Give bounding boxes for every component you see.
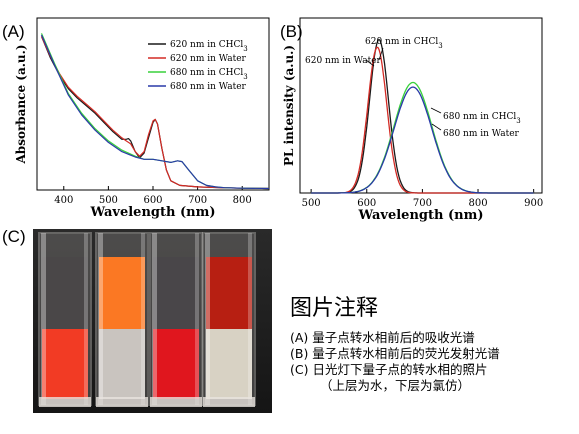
x-axis-label: Wavelength (nm) (90, 205, 216, 220)
absorbance-chart: 400 500 600 700 800 Wavelength (nm) Absorbance… (14, 17, 270, 220)
x-axis-label: Wavelength (nm) (358, 208, 484, 223)
cuvette-top-layer (99, 257, 145, 329)
series-line (40, 34, 269, 190)
x-tick-label: 600 (143, 195, 162, 206)
caption-line-b: (B) 量子点转水相前后的荧光发射光谱 (290, 346, 500, 361)
panel-label-b: (B) (280, 22, 303, 41)
caption-note: （上层为水，下层为氯仿） (320, 378, 471, 393)
y-axis-label: PL intensity (a.u.) (282, 45, 296, 166)
legend-entry: 680 nm in CHCl3 (170, 68, 248, 81)
cuvette-bottom-layer (206, 329, 252, 399)
x-tick-label: 700 (413, 198, 432, 209)
annotation-arrow (378, 47, 384, 61)
annotation-arrow (430, 107, 442, 114)
cuvette-base (96, 397, 148, 407)
cuvette (149, 232, 203, 407)
cuvette-highlight (152, 233, 157, 405)
cuvette-base (150, 397, 202, 407)
caption-line-a: (A) 量子点转水相前后的吸收光谱 (290, 330, 475, 345)
legend-entry: 620 nm in CHCl3 (170, 40, 248, 53)
cuvette-top-layer (42, 257, 88, 329)
cuvette (202, 232, 256, 407)
cuvette-bottom-layer (99, 329, 145, 399)
x-tick-label: 700 (188, 195, 207, 206)
annotation-620-chcl3: 620 nm in CHCl3 (365, 37, 443, 50)
x-tick-label: 500 (99, 195, 118, 206)
panel-label-a: (A) (2, 22, 25, 41)
cuvette-highlight (98, 233, 103, 405)
cuvette-highlight (41, 233, 46, 405)
annotation-680-chcl3: 680 nm in CHCl3 (443, 112, 521, 125)
caption-line-c: (C) 日光灯下量子点的转水相的照片 (290, 362, 488, 377)
cuvette-photo (33, 229, 272, 413)
cuvette-highlight (141, 233, 145, 405)
legend-entry: 620 nm in Water (170, 54, 247, 64)
cuvette-highlight (195, 233, 199, 405)
cuvette-base (203, 397, 255, 407)
cuvette-base (39, 397, 91, 407)
pl-chart: 500 600 700 800 900 Wavelength (nm) PL intensi… (282, 17, 543, 223)
x-tick-label: 400 (54, 195, 73, 206)
annotation-arrow (431, 123, 442, 131)
x-tick-label: 600 (357, 198, 376, 209)
series-line (40, 36, 269, 190)
caption-title: 图片注释 (290, 296, 379, 321)
cuvette-top-layer (153, 257, 199, 329)
annotation-arrow (365, 59, 375, 67)
cuvette-highlight (84, 233, 88, 405)
annotation-620-water: 620 nm in Water (305, 56, 382, 66)
cuvette-bottom-layer (153, 329, 199, 399)
series-group (40, 33, 269, 190)
x-tick-label: 800 (468, 198, 487, 209)
y-axis-label: Absorbance (a.u.) (14, 44, 28, 164)
annotation-680-water: 680 nm in Water (443, 129, 520, 139)
cuvette-highlight (248, 233, 252, 405)
series-line (311, 86, 534, 194)
cuvette (95, 232, 149, 407)
legend-entry: 680 nm in Water (170, 82, 247, 92)
x-tick-label: 900 (524, 198, 543, 209)
cuvette (38, 232, 92, 407)
figure-caption: 图片注释 (A) 量子点转水相前后的吸收光谱 (B) 量子点转水相前后的荧光发射… (290, 290, 575, 394)
panel-label-c: (C) (2, 227, 26, 246)
cuvette-bottom-layer (42, 329, 88, 399)
x-tick-label: 800 (233, 195, 252, 206)
cuvette-highlight (205, 233, 210, 405)
cuvette-top-layer (206, 257, 252, 329)
x-tick-label: 500 (302, 198, 321, 209)
